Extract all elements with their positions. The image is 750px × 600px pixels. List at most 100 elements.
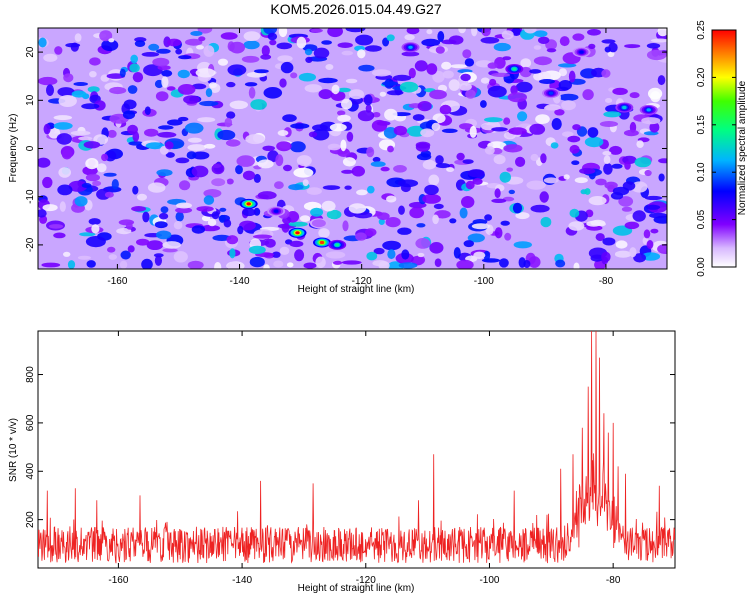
heatmap-cell xyxy=(588,196,607,206)
heatmap-cell xyxy=(104,191,114,198)
heatmap-cell xyxy=(529,123,546,135)
heatmap-cell xyxy=(134,40,146,47)
heatmap-cell xyxy=(185,38,203,46)
heatmap-cell xyxy=(245,134,265,145)
heatmap-cell xyxy=(337,114,351,122)
heatmap-cell xyxy=(120,250,131,260)
heatmap-peak xyxy=(335,243,340,247)
heatmap-cell xyxy=(321,40,332,45)
heatmap-cell xyxy=(327,28,343,38)
colorbar-tick-label: 0.10 xyxy=(696,162,707,182)
heatmap-cell xyxy=(306,187,322,195)
heatmap-cell xyxy=(463,240,474,248)
heatmap-y-label: Frequency (Hz) xyxy=(8,114,19,183)
heatmap-cell xyxy=(77,255,91,260)
heatmap-cell xyxy=(372,112,381,118)
heatmap-cell xyxy=(579,167,596,175)
heatmap-cell xyxy=(518,257,526,268)
heatmap-cell xyxy=(409,207,425,219)
heatmap-cell xyxy=(244,82,258,87)
heatmap-cell xyxy=(351,165,365,177)
heatmap-x-tick-label: -80 xyxy=(599,276,614,287)
heatmap-cell xyxy=(449,218,457,224)
heatmap-cell xyxy=(404,34,415,41)
heatmap-cell xyxy=(512,202,523,214)
heatmap-cell xyxy=(165,141,174,150)
heatmap-cell xyxy=(493,154,506,165)
heatmap-cell xyxy=(540,216,552,228)
heatmap-cell xyxy=(196,45,204,50)
heatmap-cell xyxy=(442,70,454,79)
heatmap-cell xyxy=(85,236,106,248)
heatmap-cell xyxy=(480,77,490,84)
heatmap-cell xyxy=(435,46,445,54)
heatmap-cell xyxy=(38,76,58,86)
heatmap-cell xyxy=(370,161,386,167)
heatmap-cell xyxy=(517,111,528,122)
heatmap-cell xyxy=(364,45,382,52)
heatmap-peak xyxy=(319,240,325,245)
heatmap-cell xyxy=(260,54,272,60)
heatmap-cell xyxy=(645,204,661,210)
heatmap-cell xyxy=(499,171,511,183)
heatmap-cell xyxy=(326,209,342,220)
heatmap-cell xyxy=(87,86,100,93)
heatmap-cell xyxy=(558,63,577,68)
heatmap-cell xyxy=(506,167,513,172)
heatmap-cell xyxy=(484,214,492,221)
heatmap-cell xyxy=(167,119,183,126)
heatmap-cell xyxy=(325,251,346,259)
heatmap-cell xyxy=(603,155,611,164)
heatmap-cell xyxy=(119,260,128,269)
heatmap-cell xyxy=(365,104,372,113)
heatmap-cell xyxy=(515,156,526,167)
heatmap-cell xyxy=(303,262,317,269)
snr-x-tick-label: -100 xyxy=(479,575,499,586)
heatmap-cell xyxy=(53,232,66,239)
heatmap-cell xyxy=(235,165,243,175)
heatmap-cell xyxy=(371,119,388,132)
heatmap-x-tick-label: -160 xyxy=(107,276,127,287)
heatmap-cell xyxy=(74,196,88,207)
heatmap-cell xyxy=(89,71,97,78)
heatmap-cell xyxy=(379,91,387,97)
heatmap-cell xyxy=(554,109,565,116)
heatmap-cell xyxy=(422,194,441,204)
heatmap-cell xyxy=(601,69,611,78)
heatmap-cell xyxy=(58,95,77,107)
colorbar-gradient xyxy=(711,29,737,268)
heatmap-cell xyxy=(435,155,444,165)
snr-series xyxy=(38,331,675,564)
heatmap-cell xyxy=(157,131,177,138)
heatmap-cell xyxy=(318,89,333,100)
heatmap-cell xyxy=(623,129,639,137)
heatmap-cell xyxy=(190,31,203,36)
heatmap-cell xyxy=(491,198,507,203)
heatmap-cell xyxy=(205,88,213,98)
heatmap-cell xyxy=(197,117,216,123)
heatmap-cell xyxy=(450,64,468,69)
heatmap-cell xyxy=(318,77,338,84)
heatmap-cell xyxy=(191,83,207,90)
heatmap-peak xyxy=(548,91,554,95)
heatmap-cell xyxy=(456,259,474,269)
heatmap-cell xyxy=(520,58,532,68)
heatmap-cell xyxy=(609,145,623,155)
heatmap-cell xyxy=(568,70,576,83)
heatmap-cell xyxy=(414,60,428,72)
heatmap-cell xyxy=(398,179,419,188)
heatmap-cell xyxy=(533,30,548,37)
heatmap-cell xyxy=(123,99,137,110)
heatmap-cell xyxy=(432,214,439,225)
heatmap-cell xyxy=(242,208,256,217)
heatmap-cell xyxy=(125,221,133,230)
heatmap-cell xyxy=(467,233,485,243)
heatmap-cell xyxy=(508,189,515,195)
heatmap-cell xyxy=(624,221,640,230)
heatmap-cell xyxy=(398,262,418,269)
heatmap-cell xyxy=(226,235,239,245)
heatmap-cell xyxy=(243,31,261,41)
heatmap-cell xyxy=(315,256,326,269)
heatmap-cell xyxy=(329,123,347,132)
heatmap-cell xyxy=(203,195,215,205)
